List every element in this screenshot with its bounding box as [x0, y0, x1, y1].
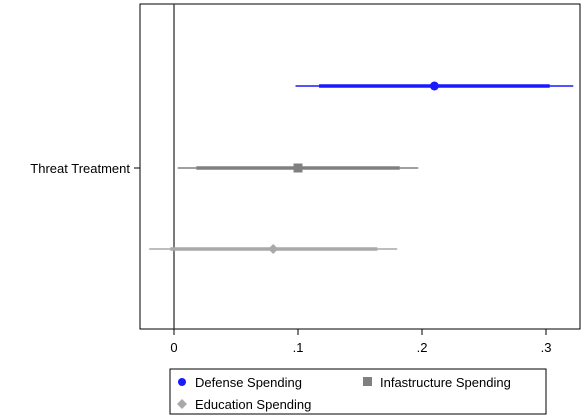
x-tick-label: .3 — [541, 340, 552, 355]
y-tick-label: Threat Treatment — [30, 161, 130, 176]
y-axis: Threat Treatment — [30, 161, 140, 176]
point-estimate — [429, 81, 439, 91]
legend-marker-defense — [178, 378, 186, 386]
legend-label-education: Education Spending — [195, 397, 311, 412]
series-group — [149, 81, 574, 254]
legend-marker-infrastructure — [363, 377, 372, 386]
x-tick-label: 0 — [170, 340, 177, 355]
legend-box — [169, 368, 547, 415]
x-tick-label: .2 — [417, 340, 428, 355]
x-axis: 0 .1 .2 .3 — [170, 329, 551, 355]
legend: Defense Spending Infastructure Spending … — [169, 368, 547, 415]
point-estimate — [268, 244, 279, 254]
legend-label-defense: Defense Spending — [195, 375, 302, 390]
plot-frame — [139, 3, 581, 330]
legend-marker-education — [177, 399, 187, 409]
x-tick-label: .1 — [293, 340, 304, 355]
legend-label-infrastructure: Infastructure Spending — [380, 375, 511, 390]
point-estimate — [293, 163, 303, 173]
